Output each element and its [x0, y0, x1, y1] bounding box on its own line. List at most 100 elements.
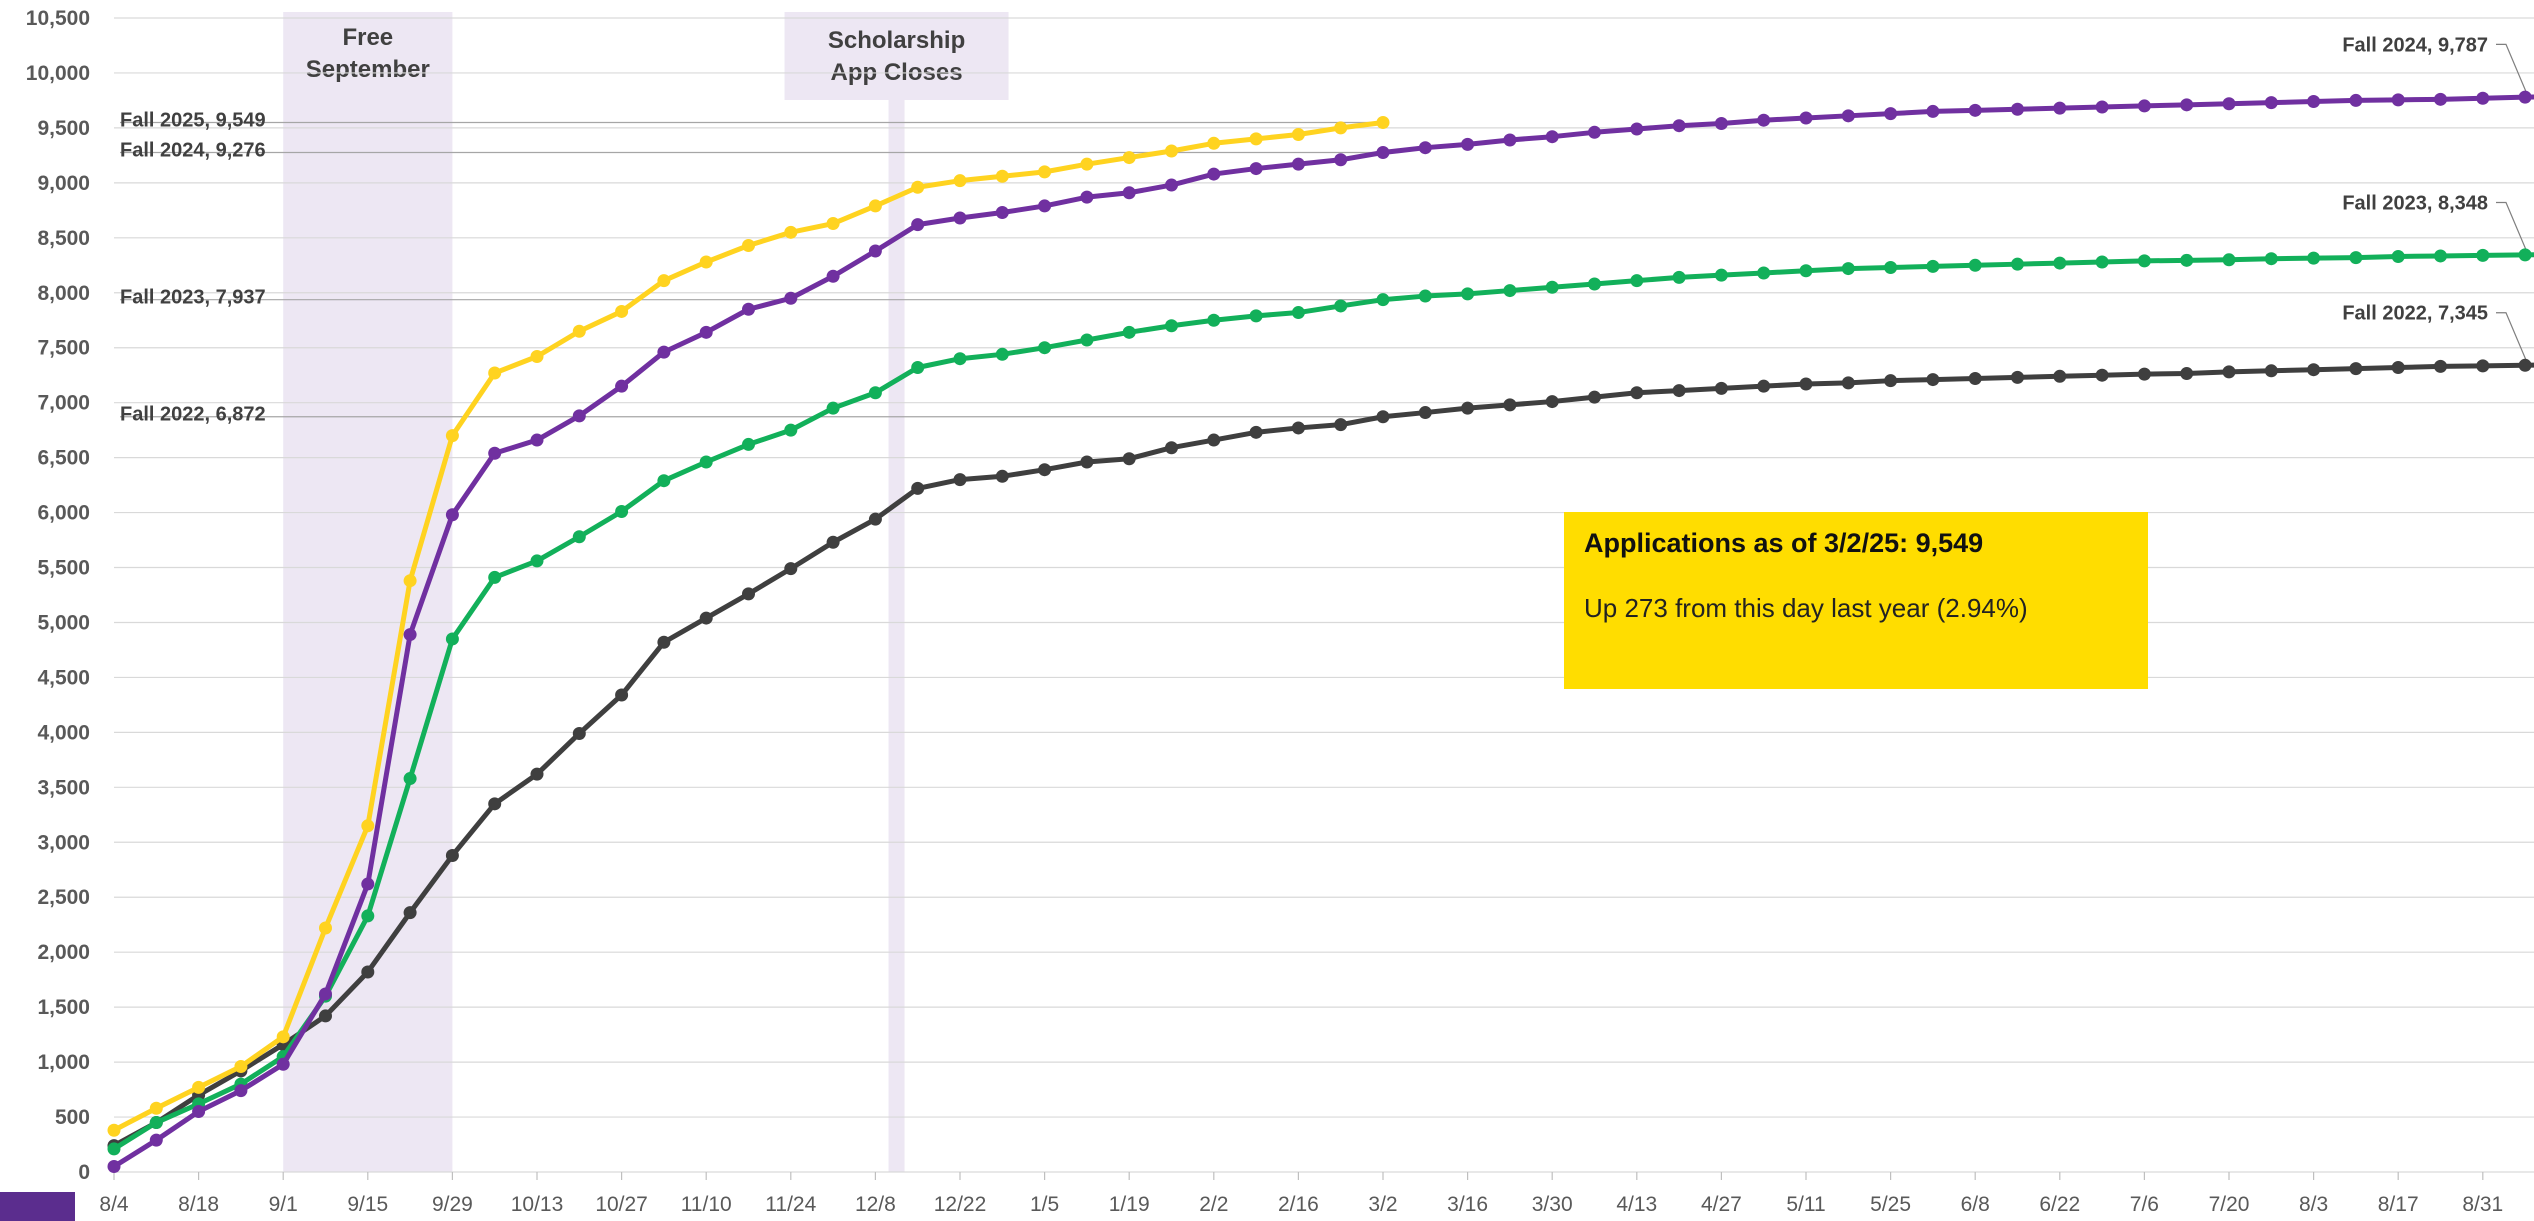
data-point-f2025: [530, 350, 544, 364]
x-tick-label: 11/24: [765, 1193, 816, 1216]
data-point-f2023: [1588, 277, 1601, 291]
data-point-f2022: [2137, 367, 2151, 381]
data-point-f2025: [1334, 121, 1348, 135]
data-point-f2024: [1418, 141, 1432, 155]
data-point-f2023: [1249, 309, 1263, 323]
data-point-f2024: [742, 302, 755, 316]
data-point-f2024: [1672, 119, 1686, 133]
data-point-f2023: [1841, 262, 1855, 276]
y-tick-label: 8,000: [37, 282, 90, 305]
data-point-f2024: [319, 987, 332, 1001]
data-point-f2023: [615, 504, 629, 518]
data-point-f2023: [149, 1116, 163, 1130]
data-point-f2022: [488, 797, 502, 811]
data-point-f2024: [2391, 93, 2405, 107]
x-tick-label: 4/27: [1701, 1193, 1742, 1216]
series-line-f2023: [111, 252, 2534, 1152]
callout-label: Fall 2022, 6,872: [120, 404, 266, 426]
x-tick-label: 2/16: [1278, 1193, 1319, 1216]
data-point-f2022: [1461, 401, 1475, 415]
data-point-f2025: [319, 921, 332, 935]
data-point-f2023: [2391, 249, 2405, 263]
data-point-f2023: [2222, 253, 2236, 267]
data-point-f2022: [2222, 365, 2236, 379]
callout-labels: Fall 2025, 9,549 Fall 2024, 9,276 Fall 202…: [120, 34, 2488, 425]
y-axis-tick-labels: 0 500 1,000 1,500 2,000 2,500 3,000 3,500 4,000 4…: [26, 7, 90, 1184]
y-tick-label: 2,000: [37, 941, 90, 964]
data-point-f2022: [1841, 376, 1855, 390]
data-point-f2023: [1461, 287, 1475, 301]
data-point-f2025: [234, 1059, 248, 1073]
corner-brand-swatch: [0, 1192, 75, 1221]
data-point-f2022: [2011, 370, 2024, 384]
data-point-f2022: [2476, 359, 2490, 373]
data-point-f2023: [2011, 257, 2024, 271]
data-point-f2022: [1038, 463, 1052, 477]
data-point-f2023: [107, 1142, 121, 1156]
data-point-f2022: [2518, 358, 2532, 372]
data-point-f2024: [2222, 97, 2236, 111]
data-point-f2025: [1291, 127, 1305, 141]
x-tick-label: 4/13: [1616, 1193, 1657, 1216]
data-point-f2025: [488, 366, 502, 380]
data-point-f2025: [953, 174, 967, 188]
data-point-f2024: [1461, 137, 1475, 151]
callout-leader-lines: [120, 43, 2529, 418]
data-point-f2024: [1376, 146, 1390, 160]
data-point-f2024: [2264, 96, 2278, 110]
data-point-f2025: [911, 180, 925, 194]
x-tick-label: 8/4: [99, 1193, 129, 1216]
callout-label: Fall 2024, 9,787: [2342, 34, 2488, 56]
y-tick-label: 9,000: [37, 172, 90, 195]
data-point-f2023: [1334, 299, 1348, 313]
data-point-f2023: [1080, 333, 1094, 347]
x-tick-label: 6/8: [1961, 1193, 1990, 1216]
data-point-f2022: [1291, 421, 1305, 435]
gridlines: [114, 17, 2534, 1173]
x-tick-label: 7/20: [2209, 1193, 2250, 1216]
data-point-f2024: [1757, 113, 1771, 127]
data-point-f2023: [699, 455, 713, 469]
data-point-f2025: [1038, 165, 1052, 179]
x-tick-label: 9/29: [432, 1193, 473, 1216]
data-point-f2025: [361, 819, 375, 833]
data-point-f2024: [657, 345, 671, 359]
data-point-f2023: [1884, 260, 1898, 274]
data-point-f2023: [953, 352, 967, 366]
data-point-f2022: [1207, 433, 1221, 447]
data-point-f2024: [234, 1084, 248, 1098]
callout-leader: [2496, 312, 2529, 365]
x-tick-label: 12/8: [855, 1193, 896, 1216]
data-point-f2022: [1080, 455, 1094, 469]
y-tick-label: 10,500: [26, 7, 90, 30]
y-tick-label: 5,500: [37, 557, 90, 580]
data-point-f2024: [1884, 107, 1898, 121]
data-point-f2022: [784, 562, 798, 576]
data-point-f2022: [2349, 362, 2363, 376]
data-point-f2022: [2053, 369, 2067, 383]
data-point-f2022: [1968, 371, 1982, 385]
x-tick-label: 5/25: [1870, 1193, 1911, 1216]
x-tick-label: 3/30: [1532, 1193, 1573, 1216]
data-point-f2023: [1714, 268, 1728, 282]
data-point-f2024: [361, 877, 375, 891]
data-point-f2022: [1376, 410, 1390, 424]
x-tick-label: 8/31: [2462, 1193, 2503, 1216]
y-tick-label: 8,500: [37, 227, 90, 250]
y-tick-label: 5,000: [37, 611, 90, 634]
x-tick-label: 3/16: [1447, 1193, 1488, 1216]
data-point-f2023: [911, 360, 925, 374]
data-point-f2024: [1038, 199, 1052, 213]
data-point-f2024: [1968, 103, 1982, 117]
data-point-f2023: [2095, 255, 2109, 269]
data-point-f2023: [2476, 248, 2490, 262]
data-point-f2023: [2434, 249, 2447, 263]
data-point-f2022: [2307, 363, 2321, 377]
x-tick-label: 8/18: [178, 1193, 219, 1216]
y-tick-label: 10,000: [26, 62, 90, 85]
data-point-f2023: [1291, 306, 1305, 320]
data-point-f2024: [615, 379, 629, 393]
data-point-f2023: [784, 423, 798, 437]
data-point-f2023: [2264, 252, 2278, 266]
